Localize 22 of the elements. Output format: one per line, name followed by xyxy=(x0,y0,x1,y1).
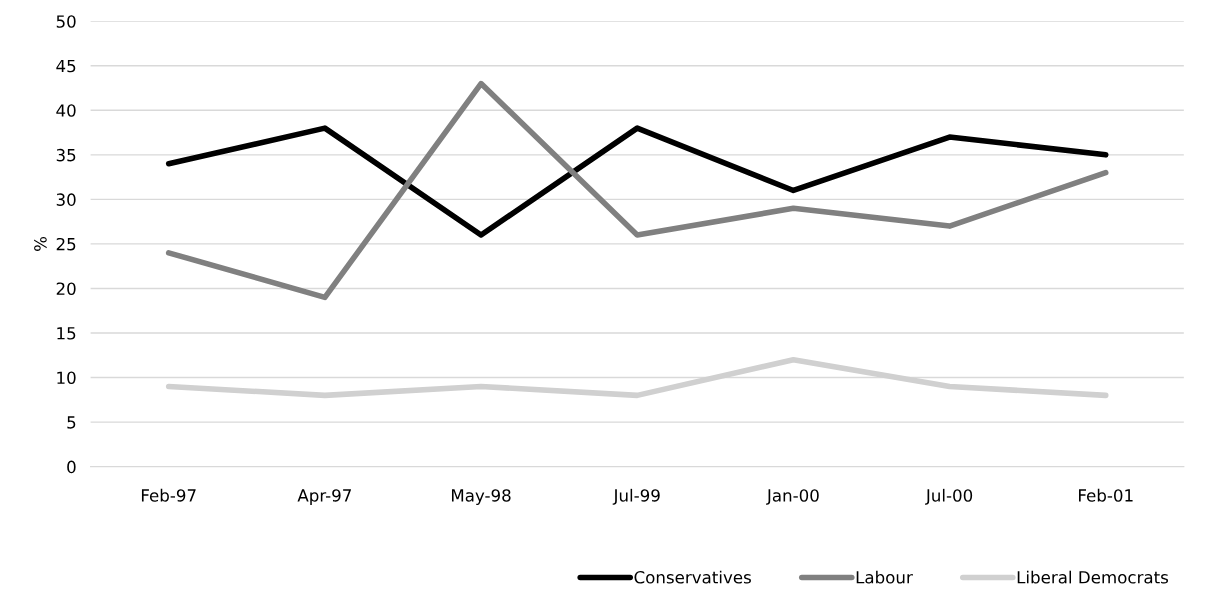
y-tick-label: 20 xyxy=(56,282,76,296)
x-tick-label: Feb-01 xyxy=(1079,488,1133,502)
y-tick-label: 5 xyxy=(67,416,76,429)
y-tick-label: 35 xyxy=(56,148,76,162)
legend-label: Conservatives xyxy=(634,570,751,584)
y-tick-label: 25 xyxy=(56,237,76,251)
y-axis-title: % xyxy=(34,236,47,251)
x-tick-label: Feb-97 xyxy=(141,488,196,502)
legend-label: Liberal Democrats xyxy=(1017,570,1169,584)
x-tick-label: Jul-99 xyxy=(612,488,660,505)
y-tick-label: 30 xyxy=(56,193,76,206)
x-tick-label: Jul-00 xyxy=(925,488,973,505)
y-tick-label: 50 xyxy=(56,15,76,28)
y-tick-label: 45 xyxy=(56,59,76,73)
y-tick-label: 0 xyxy=(67,460,76,474)
x-tick-label: Jan-00 xyxy=(766,489,819,505)
x-tick-label: May-98 xyxy=(451,489,511,505)
y-tick-label: 15 xyxy=(57,327,76,340)
x-tick-label: Apr-97 xyxy=(297,489,351,505)
y-tick-label: 40 xyxy=(56,104,76,117)
legend-label: Labour xyxy=(856,570,913,584)
y-tick-label: 10 xyxy=(57,371,76,385)
